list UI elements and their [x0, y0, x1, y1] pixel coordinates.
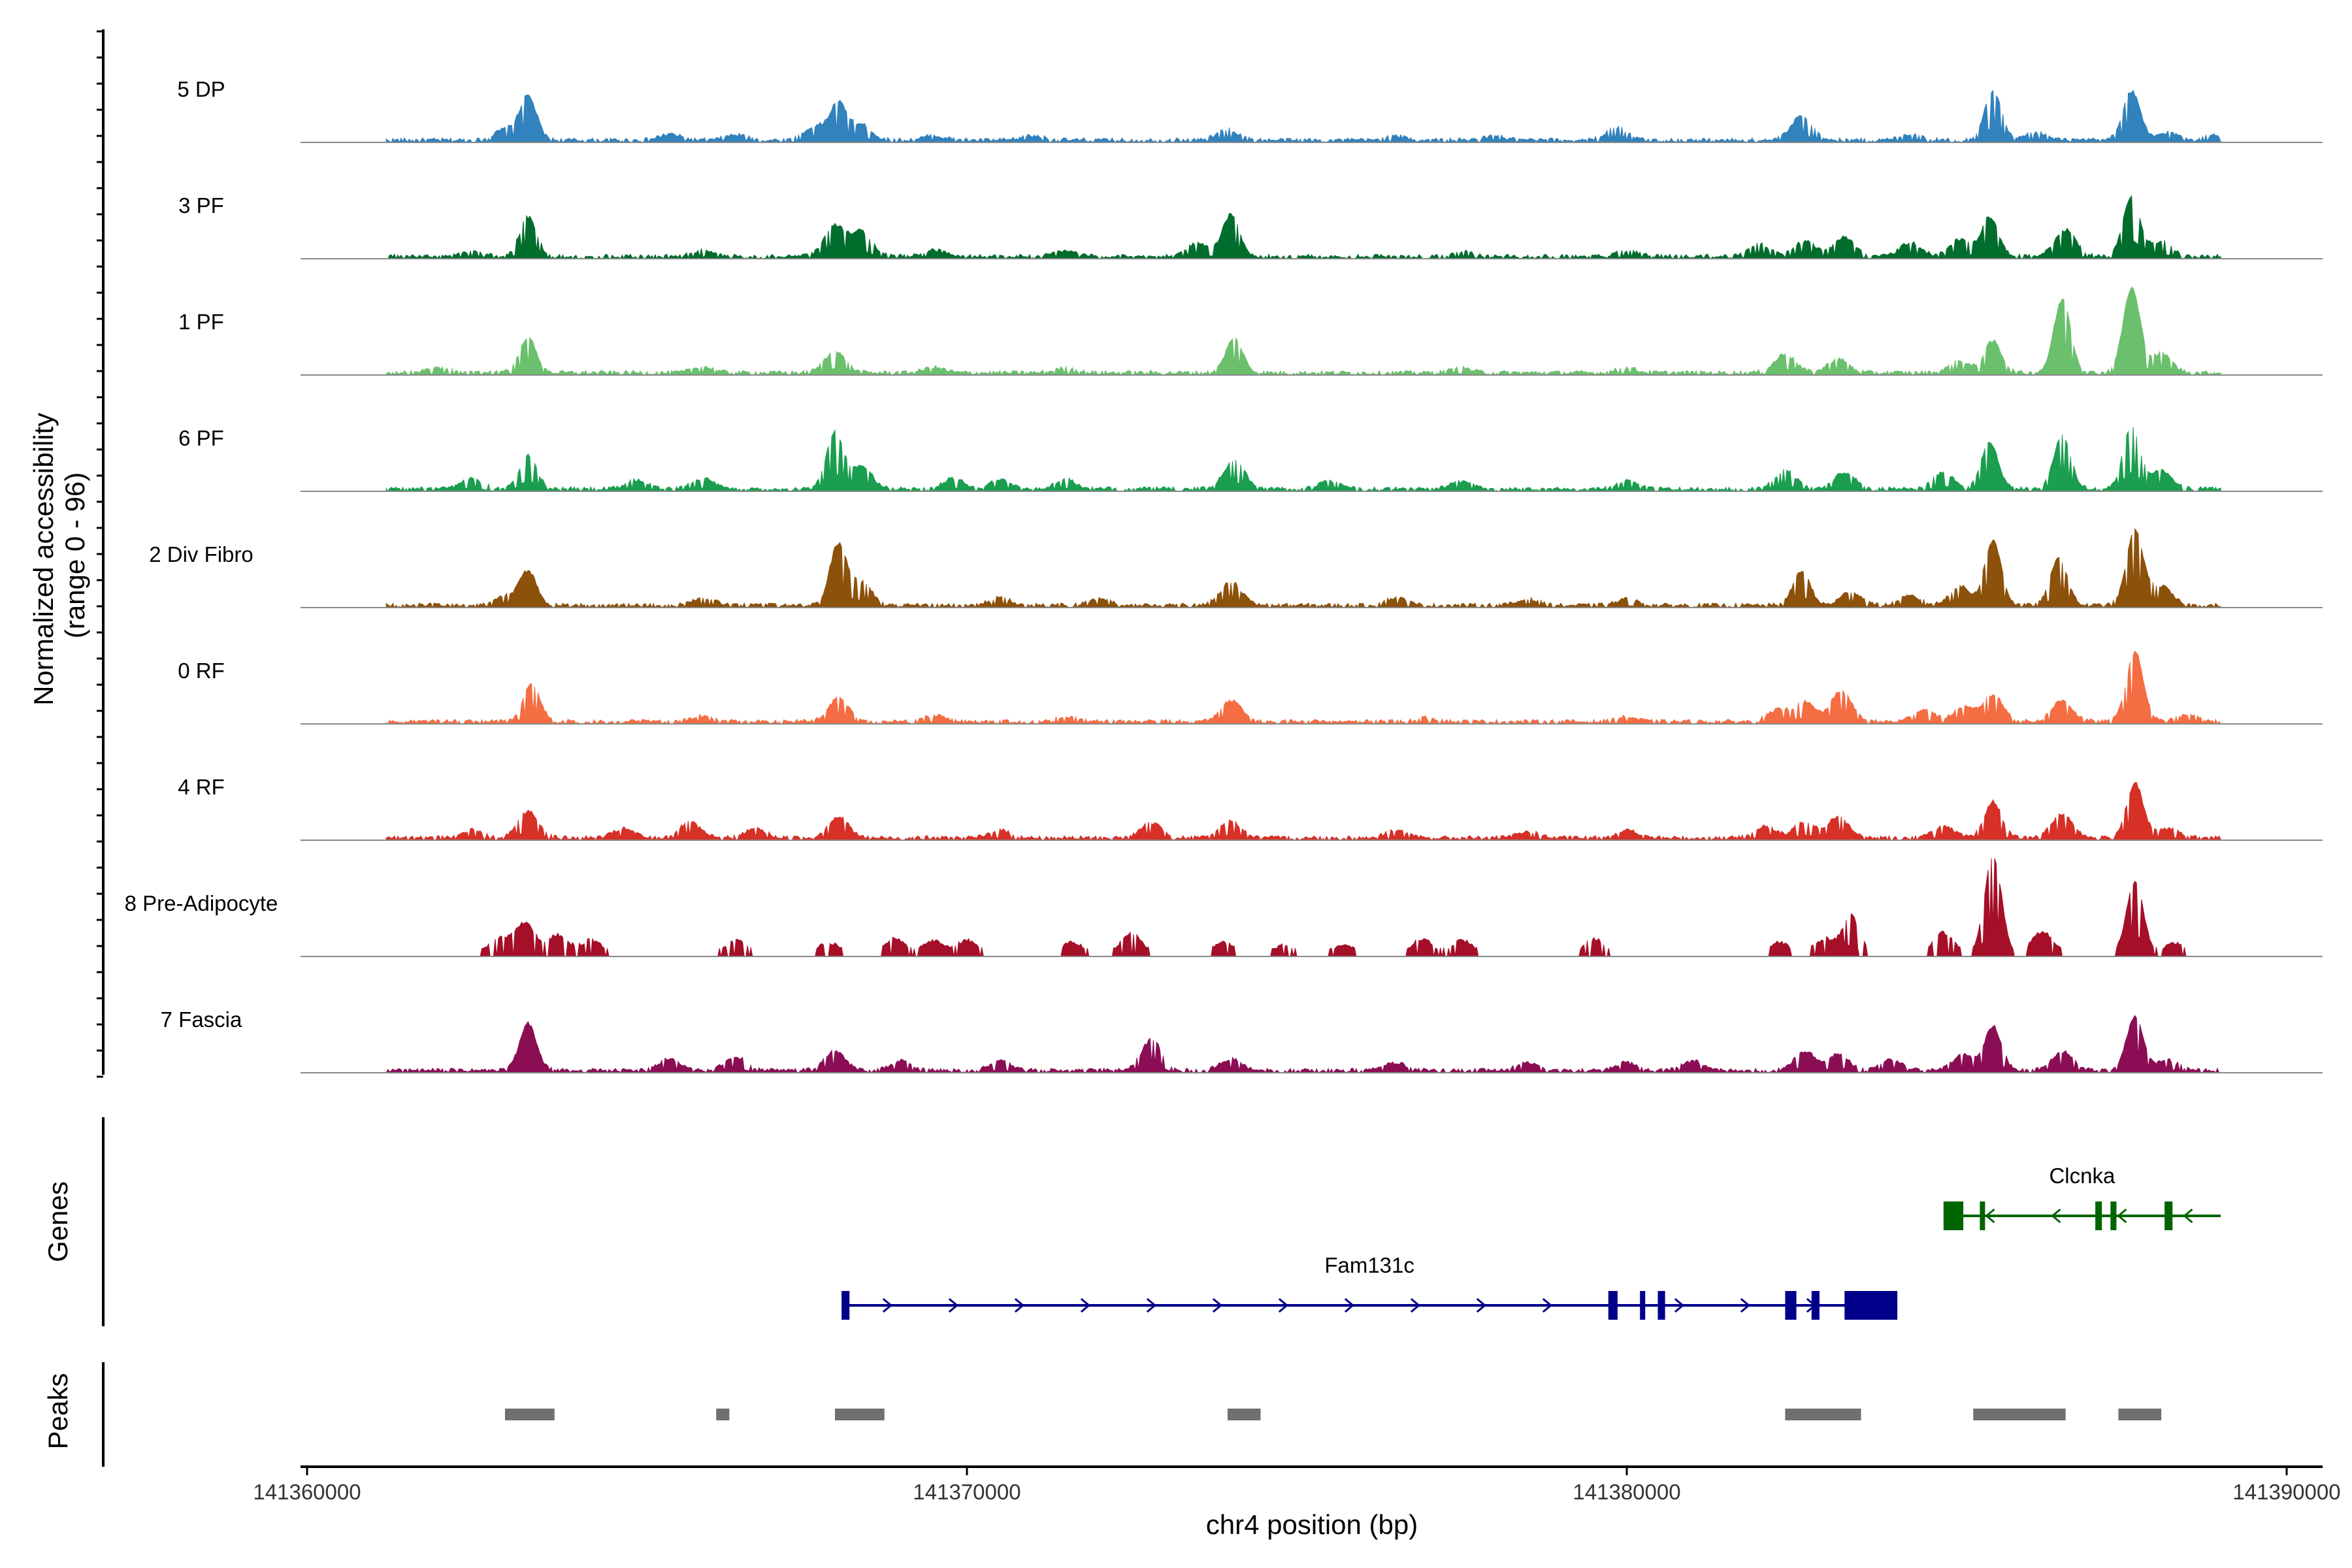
coverage-area-6 [385, 781, 2221, 841]
exon [1785, 1291, 1797, 1320]
y-axis-title: Normalized accessibility (range 0 - 96) [28, 405, 90, 706]
strand-arrow [1278, 1298, 1289, 1313]
track-0: 5 DP [177, 77, 2323, 144]
coverage-area-5 [385, 650, 2221, 725]
peak-region-3 [1227, 1409, 1261, 1420]
peaks-label: Peaks [42, 1373, 73, 1450]
x-tick-label: 141370000 [913, 1480, 1021, 1504]
peaks-track [505, 1409, 2162, 1420]
peak-region-1 [716, 1409, 730, 1420]
track-label-4: 2 Div Fibro [149, 542, 253, 566]
track-label-7: 8 Pre-Adipocyte [125, 891, 278, 915]
strand-arrow [2051, 1208, 2061, 1224]
x-tick-label: 141390000 [2232, 1480, 2340, 1504]
gene-track: Clcnka Fam131c [841, 1164, 2221, 1320]
axes: 141360000 141370000 141380000 141390000 [97, 29, 2341, 1504]
track-2: 1 PF [178, 286, 2323, 376]
gene-label: Fam131c [1324, 1253, 1414, 1277]
track-8: 7 Fascia [161, 1007, 2323, 1074]
gene-label: Clcnka [2049, 1164, 2115, 1188]
coverage-area-0 [385, 90, 2221, 144]
coverage-area-1 [385, 195, 2221, 260]
strand-arrow [2183, 1208, 2193, 1224]
strand-arrow [1985, 1208, 1995, 1224]
strand-arrow [1674, 1298, 1685, 1313]
coverage-area-4 [385, 527, 2221, 609]
strand-arrow [1212, 1298, 1223, 1313]
track-5: 0 RF [178, 650, 2323, 725]
exon [841, 1291, 850, 1320]
exon [1980, 1201, 1985, 1230]
x-tick-label: 141380000 [1573, 1480, 1680, 1504]
x-axis-title: chr4 position (bp) [1206, 1509, 1418, 1540]
exon [1943, 1201, 1964, 1230]
strand-arrow [1014, 1298, 1025, 1313]
track-label-5: 0 RF [178, 659, 225, 683]
strand-arrow [882, 1298, 893, 1313]
coverage-area-7 [386, 858, 2221, 957]
peak-region-6 [2118, 1409, 2162, 1420]
peak-region-2 [835, 1409, 885, 1420]
y-axis-title-line1: Normalized accessibility [28, 413, 59, 706]
strand-arrow [1344, 1298, 1355, 1313]
exon [1658, 1291, 1665, 1320]
track-7: 8 Pre-Adipocyte [125, 858, 2323, 957]
track-4: 2 Div Fibro [149, 527, 2323, 609]
x-tick-label: 141360000 [253, 1480, 361, 1504]
strand-arrow [1410, 1298, 1421, 1313]
coverage-area-8 [385, 1015, 2221, 1074]
track-label-1: 3 PF [178, 193, 224, 218]
track-label-3: 6 PF [178, 426, 224, 450]
coverage-tracks: 5 DP 3 PF 1 PF 6 PF 2 Div Fibro 0 RF 4 RF 8 Pre… [125, 77, 2323, 1074]
exon [2110, 1201, 2117, 1230]
exon [1844, 1291, 1898, 1320]
coverage-area-3 [385, 427, 2221, 493]
exon [2095, 1201, 2102, 1230]
y-axis-title-line2: (range 0 - 96) [59, 472, 90, 638]
strand-arrow [948, 1298, 959, 1313]
exon [1608, 1291, 1618, 1320]
track-3: 6 PF [178, 426, 2323, 493]
strand-arrow [1476, 1298, 1487, 1313]
peak-region-5 [1973, 1409, 2066, 1420]
track-1: 3 PF [178, 193, 2323, 260]
strand-arrow [1740, 1298, 1751, 1313]
strand-arrow [2117, 1208, 2127, 1224]
exon [2164, 1201, 2173, 1230]
strand-arrow [1080, 1298, 1091, 1313]
strand-arrow [1146, 1298, 1157, 1313]
track-label-2: 1 PF [178, 310, 224, 334]
gene-clcnka: Clcnka [1943, 1164, 2221, 1230]
peak-region-0 [505, 1409, 555, 1420]
track-6: 4 RF [178, 775, 2323, 841]
gene-fam131c: Fam131c [841, 1253, 1898, 1320]
track-label-8: 7 Fascia [161, 1007, 242, 1032]
coverage-area-2 [385, 286, 2221, 376]
exon [1640, 1291, 1646, 1320]
strand-arrow [1542, 1298, 1553, 1313]
track-label-0: 5 DP [177, 77, 225, 101]
exon [1811, 1291, 1820, 1320]
genes-label: Genes [42, 1181, 73, 1262]
track-label-6: 4 RF [178, 775, 225, 799]
peak-region-4 [1785, 1409, 1861, 1420]
